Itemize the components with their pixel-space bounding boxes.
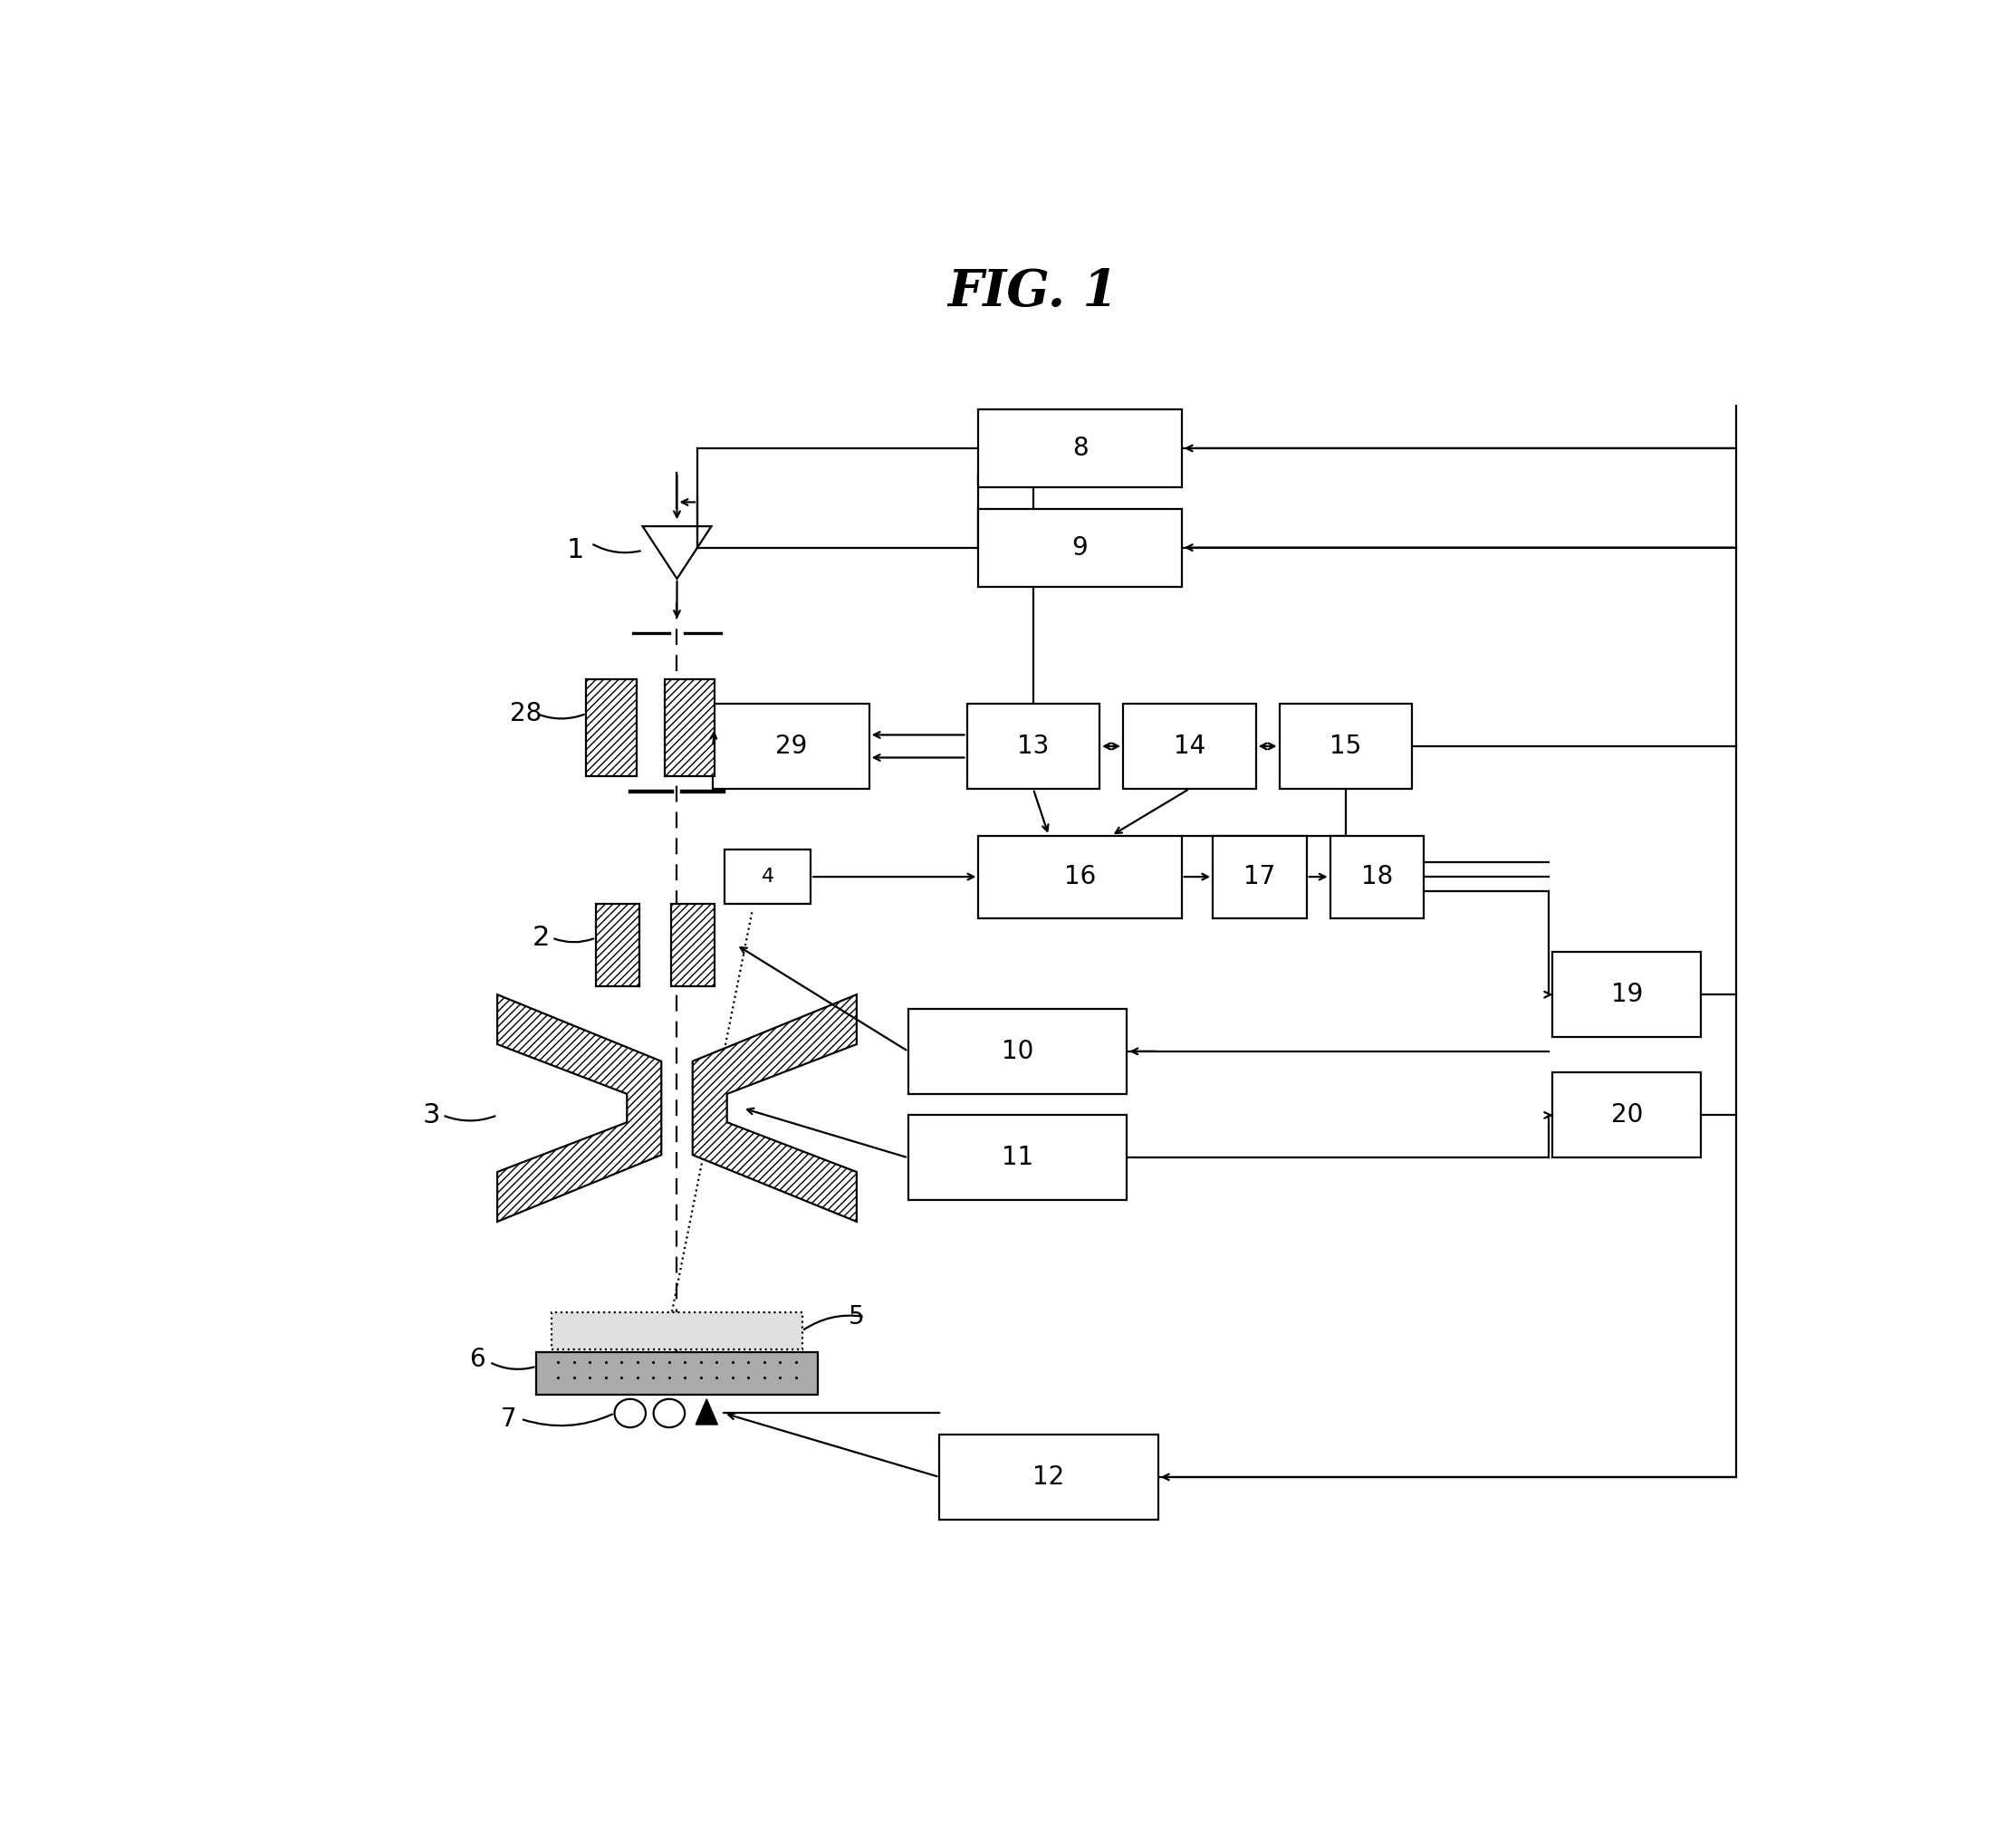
Polygon shape xyxy=(696,1399,718,1425)
Bar xyxy=(1552,953,1702,1038)
Text: 29: 29 xyxy=(774,734,806,759)
Bar xyxy=(1280,704,1411,789)
Text: FIG. 1: FIG. 1 xyxy=(948,267,1119,317)
Bar xyxy=(597,903,639,986)
Text: 12: 12 xyxy=(1032,1465,1064,1489)
Bar xyxy=(907,1008,1127,1095)
Bar xyxy=(536,1353,818,1395)
Text: 8: 8 xyxy=(1073,435,1089,461)
Text: 3: 3 xyxy=(423,1102,442,1128)
Text: 16: 16 xyxy=(1064,864,1097,890)
Bar xyxy=(724,850,810,903)
Text: 2: 2 xyxy=(532,925,550,951)
Bar xyxy=(1214,835,1306,918)
Text: 6: 6 xyxy=(470,1347,486,1371)
Text: 9: 9 xyxy=(1073,534,1089,560)
Text: 13: 13 xyxy=(1018,734,1048,759)
Bar xyxy=(1552,1073,1702,1157)
Bar xyxy=(587,680,637,776)
Bar xyxy=(714,704,869,789)
Bar xyxy=(665,680,714,776)
Text: 7: 7 xyxy=(500,1406,516,1432)
Polygon shape xyxy=(694,995,857,1222)
Bar xyxy=(671,903,714,986)
Text: 19: 19 xyxy=(1611,982,1643,1008)
Bar xyxy=(1331,835,1423,918)
Polygon shape xyxy=(498,995,661,1222)
Text: 15: 15 xyxy=(1331,734,1361,759)
Bar xyxy=(907,1115,1127,1200)
Bar xyxy=(978,835,1181,918)
Text: 10: 10 xyxy=(1002,1039,1034,1063)
Bar xyxy=(1123,704,1256,789)
Bar xyxy=(978,509,1181,586)
Text: 20: 20 xyxy=(1611,1102,1643,1128)
Text: 14: 14 xyxy=(1173,734,1206,759)
Text: 1: 1 xyxy=(566,538,585,564)
Bar xyxy=(968,704,1099,789)
Text: 11: 11 xyxy=(1002,1145,1034,1170)
Bar xyxy=(552,1312,802,1349)
Text: 17: 17 xyxy=(1244,864,1276,890)
Bar xyxy=(939,1434,1159,1520)
Text: 5: 5 xyxy=(849,1305,865,1329)
Text: 18: 18 xyxy=(1361,864,1393,890)
Bar xyxy=(978,409,1181,487)
Text: 4: 4 xyxy=(762,868,774,886)
Text: 28: 28 xyxy=(510,700,542,726)
